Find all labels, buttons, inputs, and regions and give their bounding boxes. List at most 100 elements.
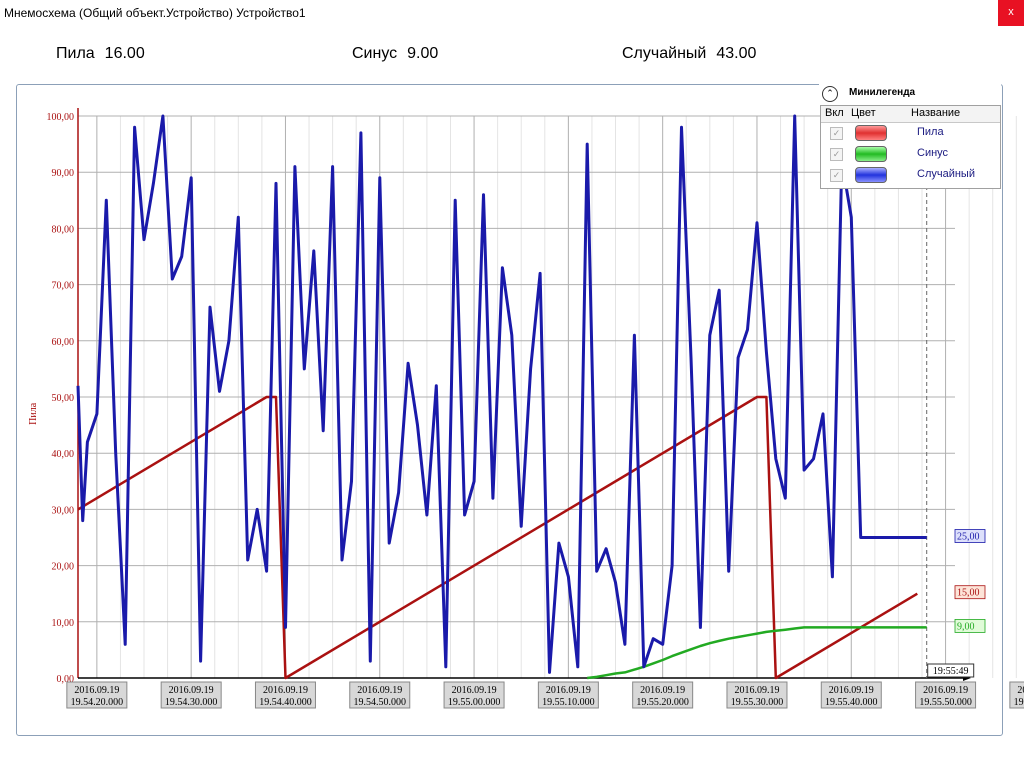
x-tick-time: 19.55.20.000 <box>636 697 689 708</box>
x-tick-time: 19.56.00.000 <box>1014 697 1024 708</box>
y-tick-label: 80,00 <box>52 224 75 235</box>
x-tick-date: 2016.09.19 <box>1017 685 1024 696</box>
legend-row[interactable]: ✓ Случайный <box>821 166 1000 186</box>
readout-random: Случайный 43.00 <box>622 45 766 63</box>
x-tick-time: 19.55.50.000 <box>919 697 972 708</box>
legend-title: Минилегенда <box>849 87 916 98</box>
series-value-tag: 9,00 <box>954 619 986 633</box>
x-tick-date: 2016.09.19 <box>829 685 874 696</box>
x-tick-box <box>66 681 128 709</box>
y-axis-label: Пила <box>28 402 39 425</box>
legend-header: ⌃ Минилегенда <box>819 84 1001 104</box>
y-tick-label: 40,00 <box>52 449 75 460</box>
legend-row[interactable]: ✓ Синус <box>821 145 1000 165</box>
x-tick-date: 2016.09.19 <box>452 685 497 696</box>
legend-row[interactable]: ✓ Пила <box>821 124 1000 144</box>
series-value-tag: 15,00 <box>954 585 986 600</box>
column-header-enabled[interactable]: Вкл <box>825 107 844 119</box>
x-tick-time: 19.54.20.000 <box>71 697 124 708</box>
readout-name: Случайный <box>622 45 707 62</box>
value-tag-box <box>954 585 986 600</box>
y-tick-label: 70,00 <box>52 281 75 292</box>
x-tick-date: 2016.09.19 <box>263 685 308 696</box>
x-tick-time: 19.55.40.000 <box>825 697 878 708</box>
value-tag-box <box>954 529 986 543</box>
value-tag-text: 9,00 <box>957 621 975 632</box>
legend-table: Вкл Цвет Название ✓ Пила ✓ Синус ✓ Случа… <box>820 105 1001 189</box>
x-tick-date: 2016.09.19 <box>546 685 591 696</box>
x-tick-box <box>254 681 316 709</box>
readout-saw: Пила 16.00 <box>56 45 155 63</box>
close-button[interactable]: x <box>998 0 1024 26</box>
x-tick-box <box>443 681 505 709</box>
x-tick-time: 19.54.30.000 <box>165 697 218 708</box>
y-tick-label: 100,00 <box>47 112 75 123</box>
window-title: Мнемосхема (Общий объект.Устройство) Уст… <box>4 6 306 20</box>
y-tick-label: 50,00 <box>52 393 75 404</box>
color-swatch[interactable] <box>855 167 887 183</box>
y-tick-label: 30,00 <box>52 505 75 516</box>
x-tick-box <box>820 681 882 709</box>
readout-name: Пила <box>56 45 95 62</box>
x-tick-date: 2016.09.19 <box>169 685 214 696</box>
value-tag-text: 25,00 <box>957 532 980 543</box>
x-tick-box <box>537 681 599 709</box>
y-tick-label: 90,00 <box>52 168 75 179</box>
x-tick-date: 2016.09.19 <box>357 685 402 696</box>
x-tick-box <box>726 681 788 709</box>
series-name: Синус <box>917 147 949 159</box>
y-tick-label: 10,00 <box>52 618 75 629</box>
mini-legend: ⌃ Минилегенда Вкл Цвет Название ✓ Пила ✓… <box>819 84 1001 189</box>
x-tick-time: 19.55.00.000 <box>448 697 501 708</box>
readout-sine: Синус 9.00 <box>352 45 448 63</box>
color-swatch[interactable] <box>855 125 887 141</box>
x-tick-time: 19.55.10.000 <box>542 697 595 708</box>
x-tick-time: 19.54.50.000 <box>354 697 407 708</box>
legend-table-header: Вкл Цвет Название <box>821 106 1000 123</box>
title-bar: Мнемосхема (Общий объект.Устройство) Уст… <box>0 0 1024 26</box>
checkbox[interactable]: ✓ <box>830 127 843 140</box>
x-tick-time: 19.54.40.000 <box>259 697 312 708</box>
series-name: Случайный <box>917 168 975 180</box>
value-tag-text: 15,00 <box>957 588 980 599</box>
series-line <box>76 114 927 674</box>
y-tick-label: 20,00 <box>52 562 75 573</box>
x-tick-box <box>915 681 977 709</box>
checkbox[interactable]: ✓ <box>830 148 843 161</box>
x-tick-box <box>349 681 411 709</box>
x-tick-date: 2016.09.19 <box>923 685 968 696</box>
x-tick-date: 2016.09.19 <box>640 685 685 696</box>
x-tick-box <box>1009 681 1024 709</box>
color-swatch[interactable] <box>855 146 887 162</box>
readout-value: 9.00 <box>407 45 439 62</box>
cursor-time-label: 19:55:49 <box>933 666 969 677</box>
value-tag-box <box>954 619 986 633</box>
checkbox[interactable]: ✓ <box>830 169 843 182</box>
cursor-label-box <box>927 663 975 678</box>
x-tick-box <box>632 681 694 709</box>
readout-value: 43.00 <box>716 45 757 62</box>
series-value-tag: 25,00 <box>954 529 986 543</box>
x-tick-date: 2016.09.19 <box>74 685 119 696</box>
readout-value: 16.00 <box>104 45 145 62</box>
readout-name: Синус <box>352 45 398 62</box>
column-header-name[interactable]: Название <box>911 107 961 119</box>
y-tick-label: 0,00 <box>57 674 75 685</box>
x-tick-box <box>160 681 222 709</box>
collapse-icon[interactable]: ⌃ <box>822 86 838 102</box>
y-tick-label: 60,00 <box>52 337 75 348</box>
x-tick-time: 19.55.30.000 <box>731 697 784 708</box>
column-header-color[interactable]: Цвет <box>851 107 876 119</box>
